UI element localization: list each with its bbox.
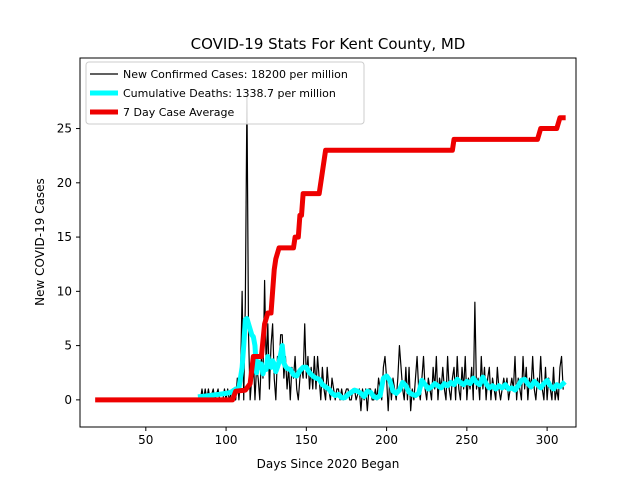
y-tick-label: 10 xyxy=(57,284,72,298)
legend-label-3: 7 Day Case Average xyxy=(123,106,235,119)
y-tick-label: 0 xyxy=(64,393,72,407)
y-tick-label: 25 xyxy=(57,122,72,136)
axes-layer: 50 100 150 200 250 300 0 5 10 15 20 25 xyxy=(57,57,577,447)
x-tick-label: 300 xyxy=(536,433,559,447)
x-axis-label: Days Since 2020 Began xyxy=(257,457,400,471)
x-tick-label: 50 xyxy=(138,433,153,447)
y-axis-label: New COVID-19 Cases xyxy=(33,178,47,306)
x-tick-label: 200 xyxy=(375,433,398,447)
legend-label-2: Cumulative Deaths: 1338.7 per million xyxy=(123,87,336,100)
series-line-2 xyxy=(197,315,567,401)
x-tick-label: 250 xyxy=(455,433,478,447)
y-tick-label: 15 xyxy=(57,230,72,244)
chart-title: COVID-19 Stats For Kent County, MD xyxy=(191,35,466,53)
series-line-3 xyxy=(95,115,566,403)
plot-frame xyxy=(79,57,577,428)
legend-box xyxy=(85,61,365,125)
series-layer xyxy=(95,95,567,412)
y-tick-label: 20 xyxy=(57,176,72,190)
y-tick-label: 5 xyxy=(64,339,72,353)
x-tick-label: 150 xyxy=(295,433,318,447)
legend-label-1: New Confirmed Cases: 18200 per million xyxy=(123,68,348,81)
legend: New Confirmed Cases: 18200 per million Cu… xyxy=(85,61,365,125)
x-tick-label: 100 xyxy=(215,433,238,447)
